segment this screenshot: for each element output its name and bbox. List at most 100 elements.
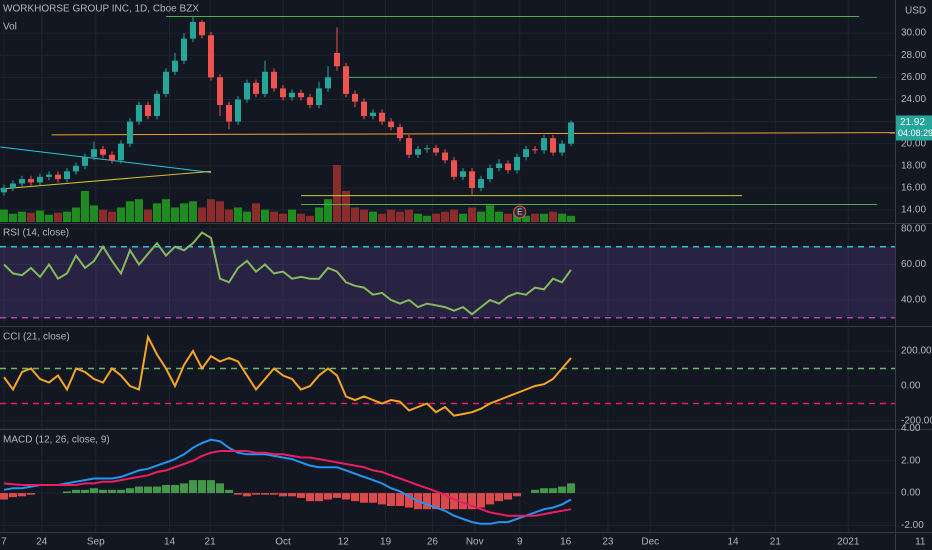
histogram-bar xyxy=(26,493,35,495)
candle-body xyxy=(90,149,97,157)
y-tick-label: 80.00 xyxy=(901,224,926,235)
volume-bar xyxy=(143,209,152,222)
candle-body xyxy=(415,149,422,155)
histogram-bar xyxy=(513,493,522,497)
x-tick-label: 9 xyxy=(517,537,523,548)
indicator-line xyxy=(3,333,572,417)
histogram-bar xyxy=(116,489,125,494)
candle-body xyxy=(280,88,287,98)
histogram-bar xyxy=(125,488,134,494)
candle-body xyxy=(207,35,214,78)
histogram-bar xyxy=(279,493,288,497)
candle-body xyxy=(343,66,350,94)
candle-body xyxy=(406,138,413,155)
histogram-bar xyxy=(206,480,215,494)
histogram-bar xyxy=(306,493,315,502)
x-tick-label: 14 xyxy=(728,537,740,548)
last-price-box xyxy=(896,115,932,141)
volume-bar xyxy=(17,211,26,222)
histogram-bar xyxy=(504,493,513,500)
volume-bar xyxy=(197,207,206,222)
y-tick-label: 2.00 xyxy=(901,455,921,466)
drawing-line xyxy=(51,132,896,136)
volume-bar xyxy=(179,203,188,222)
volume-bar xyxy=(450,209,459,222)
candle-body xyxy=(568,122,575,144)
candle-body xyxy=(243,82,250,100)
candle-body xyxy=(63,171,70,180)
y-tick-label: 30.00 xyxy=(901,28,926,39)
volume-bar xyxy=(242,211,251,222)
volume-bar xyxy=(486,205,495,222)
candle-body xyxy=(0,187,7,193)
volume-bar xyxy=(260,209,269,222)
candle-body xyxy=(424,148,431,150)
candle-body xyxy=(451,160,458,177)
currency: USD xyxy=(905,6,926,17)
histogram-bar xyxy=(161,484,170,494)
volume-bar xyxy=(432,213,441,222)
volume-bar xyxy=(504,213,513,222)
histogram-bar xyxy=(369,493,378,503)
x-tick-label: 24 xyxy=(36,537,48,548)
candle-body xyxy=(523,149,530,157)
volume-bar xyxy=(269,211,278,222)
volume-bar xyxy=(233,207,242,222)
histogram-bar xyxy=(315,493,324,502)
histogram-bar xyxy=(495,493,504,502)
volume-bar xyxy=(71,207,80,222)
labels: WORKHORSE GROUP INC, 1D, Cboe BZX Vol US… xyxy=(1,4,932,548)
volume-bar xyxy=(98,209,107,222)
y-tick-label: -200.00 xyxy=(901,416,932,427)
volume-bar xyxy=(53,212,62,222)
x-tick-label: 16 xyxy=(560,537,572,548)
volume-bar xyxy=(161,199,170,222)
candle-body xyxy=(153,93,160,117)
y-tick-label: 16.00 xyxy=(901,183,926,194)
volume-bar xyxy=(378,213,387,222)
volume-bar xyxy=(558,213,567,222)
candle-body xyxy=(180,38,187,61)
candle-body xyxy=(316,88,323,105)
candle-body xyxy=(325,77,332,89)
y-tick-label: -2.00 xyxy=(901,520,924,531)
volume-bar xyxy=(423,215,432,222)
candle-body xyxy=(487,168,494,180)
candle-body xyxy=(370,112,377,117)
histogram-bar xyxy=(540,488,549,494)
volume-bar xyxy=(369,211,378,222)
candle-body xyxy=(550,138,557,153)
volume-bar xyxy=(26,212,35,222)
y-tick-label: 0.00 xyxy=(901,488,921,499)
histogram-bar xyxy=(233,493,242,495)
candle-body xyxy=(234,99,241,122)
candle-body xyxy=(379,112,386,122)
candle-body xyxy=(397,127,404,139)
earnings-marker xyxy=(513,205,527,219)
candle-body xyxy=(18,179,25,184)
histogram-bar xyxy=(387,493,396,506)
candle-body xyxy=(469,171,476,188)
histogram-bar xyxy=(531,489,540,494)
candle-body xyxy=(559,143,566,153)
marks: E xyxy=(0,15,896,525)
volume-bar xyxy=(125,201,134,222)
histogram-bar xyxy=(89,488,98,494)
volume-bar xyxy=(549,211,558,222)
histogram-bar xyxy=(423,493,432,510)
candle-body xyxy=(433,148,440,153)
candle-body xyxy=(189,22,196,39)
candle-body xyxy=(126,121,133,144)
histogram-bar xyxy=(71,489,80,494)
histogram-bar xyxy=(432,493,441,510)
y-tick-label: 28.00 xyxy=(901,50,926,61)
candle-body xyxy=(72,165,79,172)
volume-bar xyxy=(215,201,224,222)
candle-body xyxy=(81,156,88,166)
volume-bar xyxy=(522,215,531,222)
candle-body xyxy=(45,174,52,177)
volume-bar xyxy=(188,201,197,222)
candle-body xyxy=(361,101,368,117)
histogram-bar xyxy=(324,493,333,500)
